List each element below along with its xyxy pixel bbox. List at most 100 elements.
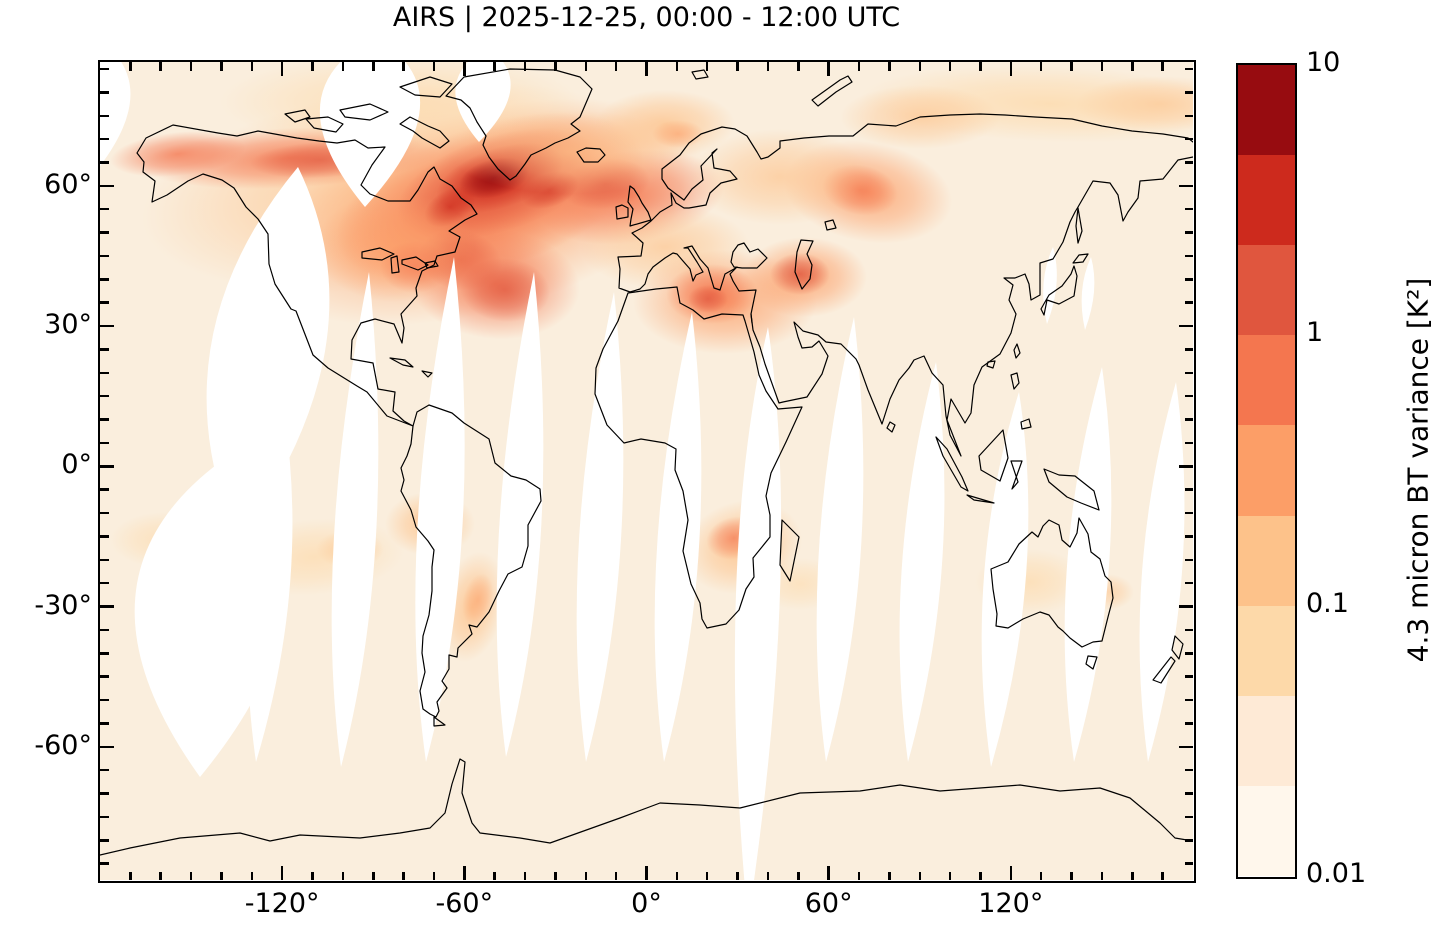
- coastline-arctic-islands: [283, 75, 453, 133]
- coastline-sumatra-java: [934, 435, 995, 504]
- coastline-taiwan-hainan: [985, 342, 1021, 369]
- y-tick: [100, 581, 109, 585]
- colorbar-band-4: [1237, 425, 1295, 516]
- colorbar-band-0: [1237, 786, 1295, 877]
- gap-4: [496, 271, 543, 757]
- y-tick-right: [1179, 605, 1193, 608]
- coastline-tasmania: [1084, 654, 1098, 670]
- colorbar-tick-label: 0.1: [1306, 587, 1349, 619]
- x-tick-label: -120°: [244, 888, 320, 919]
- coastline-cuba-caribbean: [388, 356, 433, 378]
- x-tick-top: [645, 62, 648, 76]
- gap-pacific-wide: [134, 461, 285, 777]
- y-tick: [100, 371, 109, 375]
- colorbar: [1235, 62, 1297, 879]
- x-tick-top: [523, 62, 527, 71]
- coastline-europe-atlantic-baltic-arctic: [616, 112, 1193, 293]
- coastline-north-america: [135, 123, 478, 427]
- x-tick: [372, 871, 375, 880]
- x-tick-top: [584, 62, 588, 71]
- colorbar-band-7: [1237, 154, 1295, 245]
- x-tick: [918, 871, 921, 880]
- coastline-svalbard: [690, 68, 709, 80]
- y-tick-right: [1184, 535, 1193, 538]
- figure-title: AIRS | 2025-12-25, 00:00 - 12:00 UTC: [392, 2, 901, 33]
- x-tick-top: [280, 62, 284, 76]
- x-tick-top: [857, 62, 861, 71]
- y-tick-right: [1184, 839, 1193, 842]
- y-tick-right: [1184, 254, 1193, 258]
- x-tick-top: [372, 62, 375, 71]
- x-tick-top: [918, 62, 921, 71]
- y-tick-right: [1184, 394, 1193, 398]
- y-tick-right: [1184, 511, 1193, 515]
- coastline-aral-sea: [823, 218, 837, 231]
- x-tick: [1131, 871, 1134, 880]
- x-tick-top: [1070, 62, 1073, 71]
- coastline-sulawesi: [1009, 459, 1023, 490]
- hotspot-south-america-argentina-spot: [461, 572, 494, 627]
- y-tick-right: [1184, 441, 1193, 445]
- x-tick: [736, 871, 739, 880]
- x-tick-top: [736, 62, 739, 71]
- x-tick: [857, 871, 861, 880]
- y-tick: [100, 745, 114, 749]
- coastline-new-zealand: [1151, 634, 1184, 684]
- y-tick: [100, 652, 109, 655]
- y-tick-right: [1184, 114, 1193, 117]
- y-tick-right: [1179, 184, 1193, 188]
- gap-1: [247, 411, 292, 762]
- coastline-japan: [1039, 252, 1089, 316]
- y-tick-label: 0°: [61, 449, 92, 481]
- gap-10: [981, 391, 1028, 767]
- y-tick-right: [1184, 418, 1193, 421]
- y-tick-right: [1184, 652, 1193, 655]
- x-tick-top: [614, 62, 618, 71]
- coastline-australia: [989, 516, 1114, 648]
- coastline-mediterranean-north: [628, 244, 757, 324]
- coastline-great-lakes: [360, 246, 439, 274]
- y-tick: [100, 465, 114, 468]
- x-tick: [1100, 871, 1104, 880]
- x-tick: [675, 871, 679, 880]
- gap-12: [1139, 381, 1184, 762]
- coastline-black-sea: [729, 241, 768, 269]
- y-tick-right: [1184, 581, 1193, 585]
- x-tick-top: [827, 62, 830, 76]
- x-tick: [402, 871, 405, 880]
- y-tick: [100, 862, 109, 865]
- x-tick: [189, 871, 193, 880]
- y-tick-label: 60°: [44, 168, 92, 200]
- y-tick-right: [1184, 792, 1193, 795]
- gap-6: [654, 311, 701, 762]
- hotspot-scandinavia-spot: [651, 119, 704, 148]
- coastline-borneo: [977, 428, 1009, 482]
- x-tick-top: [432, 62, 436, 71]
- hotspot-aegean-peak: [687, 284, 728, 313]
- coastline-ireland: [614, 203, 629, 220]
- y-tick: [100, 394, 109, 398]
- y-tick-label: -60°: [34, 729, 92, 761]
- x-tick: [159, 871, 162, 880]
- y-tick-right: [1184, 722, 1193, 725]
- x-tick: [948, 871, 952, 880]
- y-tick: [100, 91, 109, 94]
- y-tick-right: [1184, 231, 1193, 234]
- gap-7-antarctic: [734, 326, 781, 880]
- y-tick-right: [1184, 301, 1193, 304]
- x-tick: [432, 871, 436, 880]
- x-tick-label: 60°: [804, 888, 853, 919]
- y-tick: [100, 207, 109, 211]
- y-tick-right: [1184, 675, 1193, 678]
- y-tick: [100, 792, 109, 795]
- coastline-africa: [593, 285, 803, 629]
- colorbar-bands: [1237, 64, 1295, 877]
- no-data-gaps: [99, 61, 1184, 880]
- coastline-tierra-del-fuego: [432, 715, 446, 727]
- x-tick: [1039, 871, 1043, 880]
- coastline-caspian-sea: [793, 238, 814, 290]
- x-tick: [645, 866, 648, 880]
- colorbar-band-5: [1237, 335, 1295, 426]
- hotspot-caucasus-core: [769, 252, 830, 295]
